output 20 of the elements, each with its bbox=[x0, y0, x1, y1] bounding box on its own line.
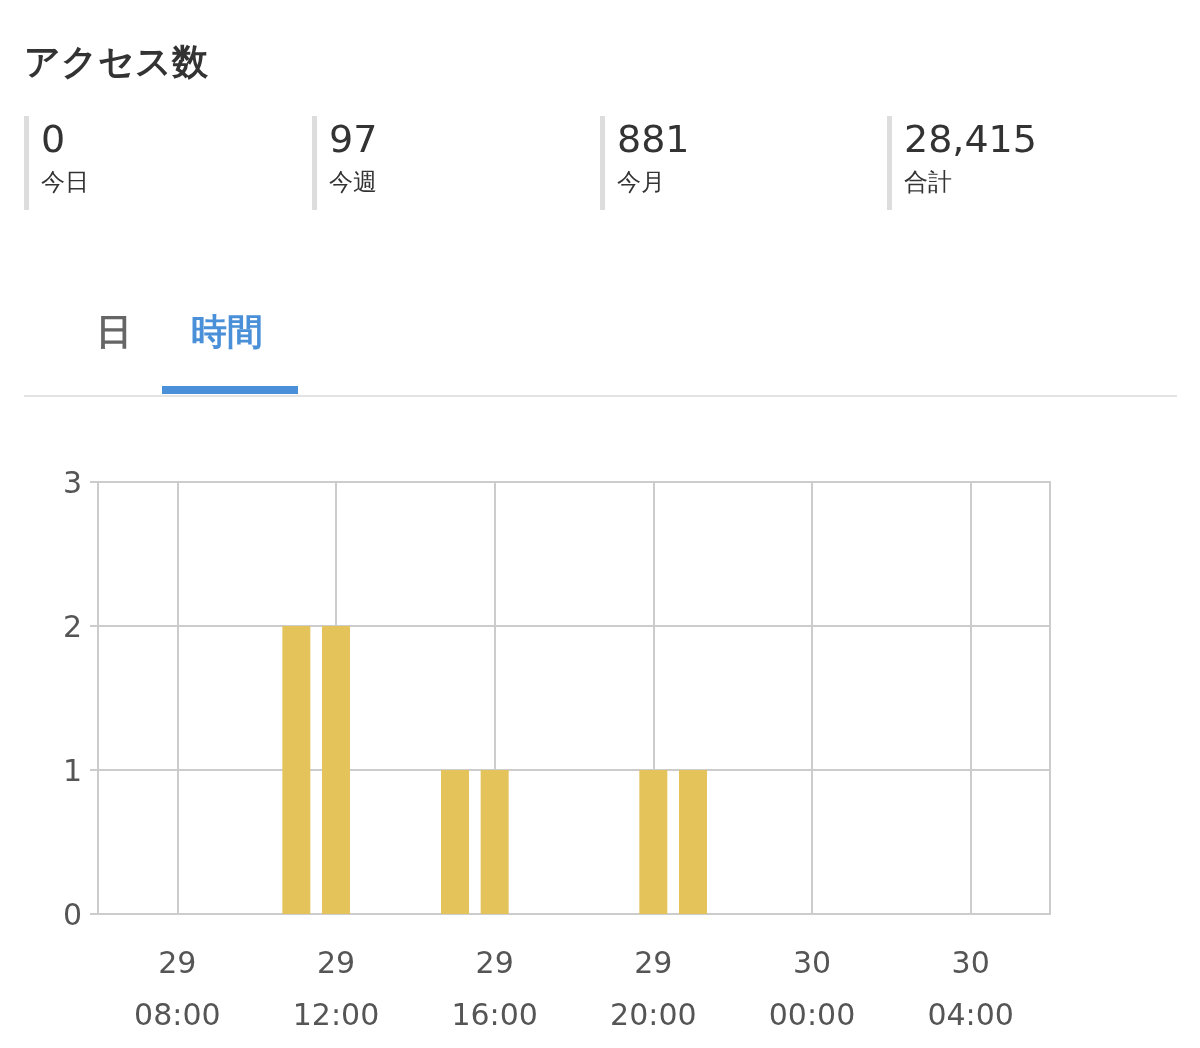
text: 28,415 bbox=[904, 116, 1037, 162]
text: アクセス数 bbox=[24, 40, 208, 84]
x-tick-label: 29 20:00 bbox=[610, 944, 697, 1032]
text: 今月 bbox=[617, 167, 666, 198]
text: 時間 bbox=[191, 310, 263, 354]
text: 今週 bbox=[329, 167, 378, 198]
text: 今日 bbox=[41, 167, 89, 198]
x-tick-label: 30 04:00 bbox=[927, 944, 1014, 1032]
x-tick-label: 29 16:00 bbox=[451, 944, 538, 1032]
text: 日 bbox=[96, 310, 132, 354]
x-tick-label: 29 08:00 bbox=[134, 944, 221, 1032]
text: 881 bbox=[617, 116, 690, 162]
y-tick-label: 3 bbox=[62, 464, 82, 500]
text: 97 bbox=[329, 116, 378, 162]
x-tick-label: 30 00:00 bbox=[768, 944, 856, 1032]
y-tick-label: 2 bbox=[62, 608, 82, 644]
text: 合計 bbox=[904, 167, 953, 198]
y-tick-label: 0 bbox=[62, 896, 82, 932]
x-tick-label: 29 12:00 bbox=[292, 944, 380, 1032]
y-tick-label: 1 bbox=[62, 752, 82, 788]
